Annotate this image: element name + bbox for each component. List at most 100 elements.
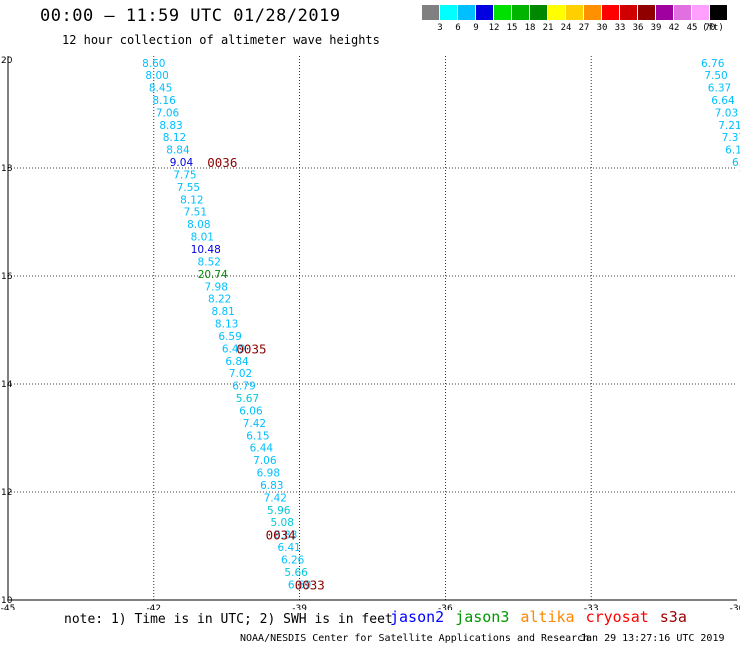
wave-height-reading: 6.59 xyxy=(218,331,241,343)
lon-tick-label: -33 xyxy=(584,604,599,610)
satellite-legend: jason2 jason3 altika cryosat s3a xyxy=(390,608,698,626)
wave-height-reading: 6.98 xyxy=(257,468,280,480)
legend-label: 45 xyxy=(686,23,698,33)
legend-label: 27 xyxy=(578,23,590,33)
legend-label: 70 xyxy=(704,23,716,33)
lat-tick-label: 20 xyxy=(1,56,13,66)
legend-swatch xyxy=(674,5,691,20)
lon-tick-label: -42 xyxy=(146,604,161,610)
lat-tick-label: 12 xyxy=(1,488,12,498)
wave-height-reading: 6.83 xyxy=(274,530,297,542)
legend-swatch xyxy=(494,5,511,20)
legend-label: 15 xyxy=(506,23,518,33)
lon-tick-label: -39 xyxy=(292,604,307,610)
legend-swatch xyxy=(440,5,457,20)
wave-height-reading: 6.15 xyxy=(246,430,269,442)
legend-swatch xyxy=(548,5,565,20)
satellite-jason2: jason2 xyxy=(390,608,445,626)
wave-height-reading: 8.13 xyxy=(215,319,238,331)
legend-swatch xyxy=(620,5,637,20)
wave-height-reading: 10.48 xyxy=(191,244,221,256)
legend-label: 33 xyxy=(614,23,626,33)
legend-label: 42 xyxy=(668,23,680,33)
pass-time-label: 0033 xyxy=(295,577,325,592)
page-title: 00:00 – 11:59 UTC 01/28/2019 xyxy=(40,6,341,26)
legend-swatch xyxy=(530,5,547,20)
legend-label: 3 xyxy=(437,23,443,33)
wave-height-reading: 7.42 xyxy=(264,492,287,504)
wave-height-reading: 7.06 xyxy=(156,107,180,119)
wave-height-reading: 7.42 xyxy=(243,418,266,430)
wave-height-reading: 7.98 xyxy=(205,281,228,293)
legend-label: 6 xyxy=(455,23,461,33)
wave-height-reading: 9.04 xyxy=(170,157,194,169)
wave-height-reading: 6.18 xyxy=(725,145,740,157)
lat-tick-label: 16 xyxy=(1,272,13,282)
wave-height-reading: 8.22 xyxy=(208,294,231,306)
wave-height-reading: 6.26 xyxy=(281,555,305,567)
pass-time-label: 0034 xyxy=(266,528,296,543)
wave-height-reading: 7. xyxy=(739,169,740,181)
lon-tick-label: -36 xyxy=(438,604,453,610)
wave-height-reading: 7.02 xyxy=(229,368,252,380)
legend-swatch xyxy=(476,5,493,20)
wave-height-reading: 6.44 xyxy=(250,443,274,455)
wave-height-reading: 8.83 xyxy=(159,120,182,132)
lon-tick-label: -45 xyxy=(1,604,16,610)
legend-swatch xyxy=(656,5,673,20)
satellite-cryosat: cryosat xyxy=(585,608,649,626)
wave-height-reading: 8.84 xyxy=(166,145,190,157)
satellite-s3a: s3a xyxy=(659,608,687,626)
lat-tick-label: 14 xyxy=(1,380,13,390)
legend-label: 9 xyxy=(473,23,479,33)
legend-swatch xyxy=(458,5,475,20)
wave-height-reading: 6.79 xyxy=(232,381,255,393)
satellite-jason3: jason3 xyxy=(455,608,510,626)
wave-height-reading: 7.50 xyxy=(704,70,727,82)
legend-label: 21 xyxy=(542,23,554,33)
legend-swatch xyxy=(512,5,529,20)
wave-height-reading: 6.76 xyxy=(701,58,725,70)
wave-height-reading: 6.0 xyxy=(732,157,740,169)
wave-height-reading: 6.69 xyxy=(288,579,311,591)
credit-line: NOAA/NESDIS Center for Satellite Applica… xyxy=(240,633,590,644)
lat-tick-label: 18 xyxy=(1,164,13,174)
legend-unit: (ft) xyxy=(702,23,724,33)
generated-timestamp: Jan 29 13:27:16 UTC 2019 xyxy=(580,633,725,644)
wave-height-reading: 6.06 xyxy=(239,405,263,417)
legend-label: 12 xyxy=(488,23,500,33)
wave-height-reading: 6.49 xyxy=(222,343,245,355)
legend-swatch xyxy=(584,5,601,20)
wave-height-reading: 7.75 xyxy=(173,169,196,181)
wave-height-reading: 8.52 xyxy=(198,256,221,268)
wave-height-reading: 5.66 xyxy=(284,567,308,579)
wave-height-reading: 6.37 xyxy=(708,83,731,95)
legend-swatch xyxy=(566,5,583,20)
pass-time-label: 0036 xyxy=(207,155,237,170)
wave-height-reading: 7.55 xyxy=(177,182,200,194)
altimeter-map: 8.608.008.458.167.068.838.128.849.047.75… xyxy=(1,56,740,610)
wave-height-reading: 8.12 xyxy=(180,194,203,206)
wave-height-reading: 8.00 xyxy=(145,70,168,82)
legend-swatch xyxy=(692,5,709,20)
legend-swatch xyxy=(638,5,655,20)
legend-label: 18 xyxy=(524,23,536,33)
legend-label: 30 xyxy=(596,23,608,33)
wave-height-reading: 6.84 xyxy=(225,356,249,368)
legend-label: 24 xyxy=(560,23,572,33)
wave-height-reading: 5.08 xyxy=(271,517,294,529)
pass-time-label: 0035 xyxy=(236,341,266,356)
wave-height-reading: 8.12 xyxy=(163,132,186,144)
wave-height-reading: 8.16 xyxy=(152,95,176,107)
lon-tick-label: -30 xyxy=(730,604,740,610)
lat-tick-label: 10 xyxy=(1,596,13,606)
legend-swatch xyxy=(710,5,727,20)
wave-height-reading: 8.45 xyxy=(149,83,172,95)
page-subtitle: 12 hour collection of altimeter wave hei… xyxy=(62,33,380,47)
legend-label: 36 xyxy=(632,23,644,33)
wave-height-reading: 8.08 xyxy=(187,219,210,231)
wave-height-reading: 5.67 xyxy=(236,393,259,405)
wave-height-reading: 6.41 xyxy=(277,542,300,554)
wave-height-reading: 5.96 xyxy=(267,505,291,517)
wave-height-reading: 8.01 xyxy=(191,232,214,244)
